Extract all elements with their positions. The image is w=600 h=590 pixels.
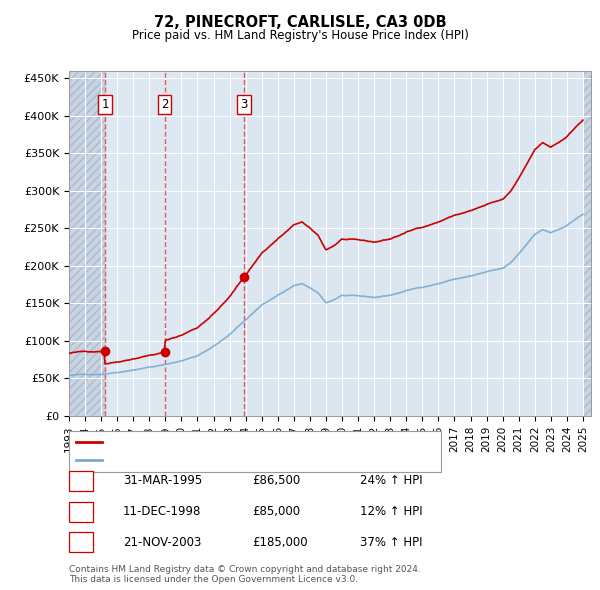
Text: 72, PINECROFT, CARLISLE, CA3 0DB (detached house): 72, PINECROFT, CARLISLE, CA3 0DB (detach… [108,437,404,447]
Text: 24% ↑ HPI: 24% ↑ HPI [360,474,422,487]
Bar [583,71,591,416]
Text: £185,000: £185,000 [252,536,308,549]
Text: 31-MAR-1995: 31-MAR-1995 [123,474,202,487]
Text: 37% ↑ HPI: 37% ↑ HPI [360,536,422,549]
Text: Contains HM Land Registry data © Crown copyright and database right 2024.
This d: Contains HM Land Registry data © Crown c… [69,565,421,584]
Text: £86,500: £86,500 [252,474,300,487]
Text: 2: 2 [77,505,85,518]
Text: 3: 3 [77,536,85,549]
Text: Price paid vs. HM Land Registry's House Price Index (HPI): Price paid vs. HM Land Registry's House … [131,30,469,42]
Text: 21-NOV-2003: 21-NOV-2003 [123,536,202,549]
Text: 11-DEC-1998: 11-DEC-1998 [123,505,202,518]
Text: 2: 2 [161,98,169,111]
Bar [105,71,244,416]
Text: HPI: Average price, detached house, Cumberland: HPI: Average price, detached house, Cumb… [108,455,377,466]
Text: 72, PINECROFT, CARLISLE, CA3 0DB: 72, PINECROFT, CARLISLE, CA3 0DB [154,15,446,30]
Text: £85,000: £85,000 [252,505,300,518]
Text: 12% ↑ HPI: 12% ↑ HPI [360,505,422,518]
Text: 3: 3 [241,98,248,111]
Text: 1: 1 [77,474,85,487]
Text: 1: 1 [101,98,109,111]
Bar [69,71,105,416]
